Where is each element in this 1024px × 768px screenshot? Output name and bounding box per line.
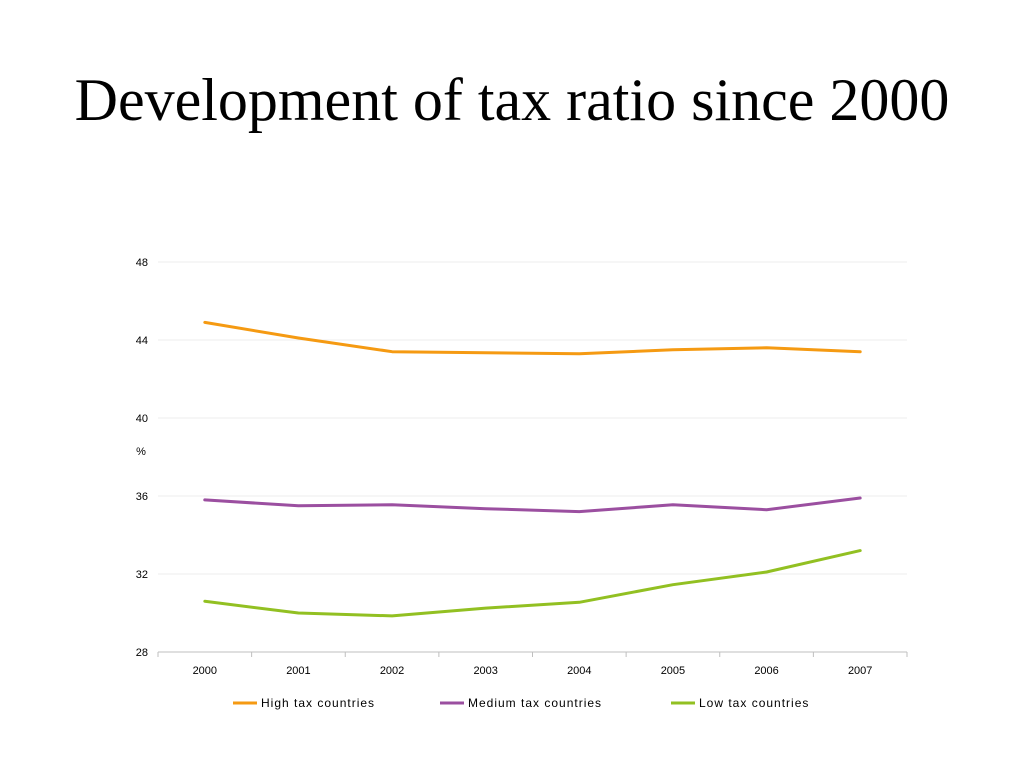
x-tick-label: 2004 — [567, 665, 591, 677]
legend-label: High tax countries — [261, 696, 375, 710]
y-tick-label: 40 — [136, 413, 148, 425]
series-lines — [203, 320, 862, 618]
series-line-2 — [203, 496, 862, 514]
y-tick-label: 48 — [136, 257, 148, 269]
y-tick-label: 28 — [136, 647, 148, 659]
x-tick-label: 2002 — [380, 665, 404, 677]
legend: High tax countries Medium tax countries Lo… — [233, 696, 809, 710]
x-tick-label: 2000 — [193, 665, 217, 677]
x-tick-label: 2007 — [848, 665, 872, 677]
x-tick-label: 2005 — [661, 665, 685, 677]
series-line-3 — [203, 549, 862, 618]
legend-label: Low tax countries — [699, 696, 809, 710]
y-tick-label: 32 — [136, 569, 148, 581]
x-tick-label: 2003 — [473, 665, 497, 677]
y-tick-label: 44 — [136, 335, 148, 347]
axes: 28 32 36 40 44 48% 2000 2001 2002 2003 2004 2005 200… — [136, 257, 908, 677]
legend-label: Medium tax countries — [468, 696, 602, 710]
gridlines — [158, 261, 907, 575]
series-line-1 — [203, 320, 862, 356]
x-tick-label: 2001 — [286, 665, 310, 677]
slide-title: Development of tax ratio since 2000 — [74, 67, 950, 133]
y-tick-label: 36 — [136, 491, 148, 503]
x-tick-label: 2006 — [754, 665, 778, 677]
y-axis-label: % — [136, 446, 146, 458]
